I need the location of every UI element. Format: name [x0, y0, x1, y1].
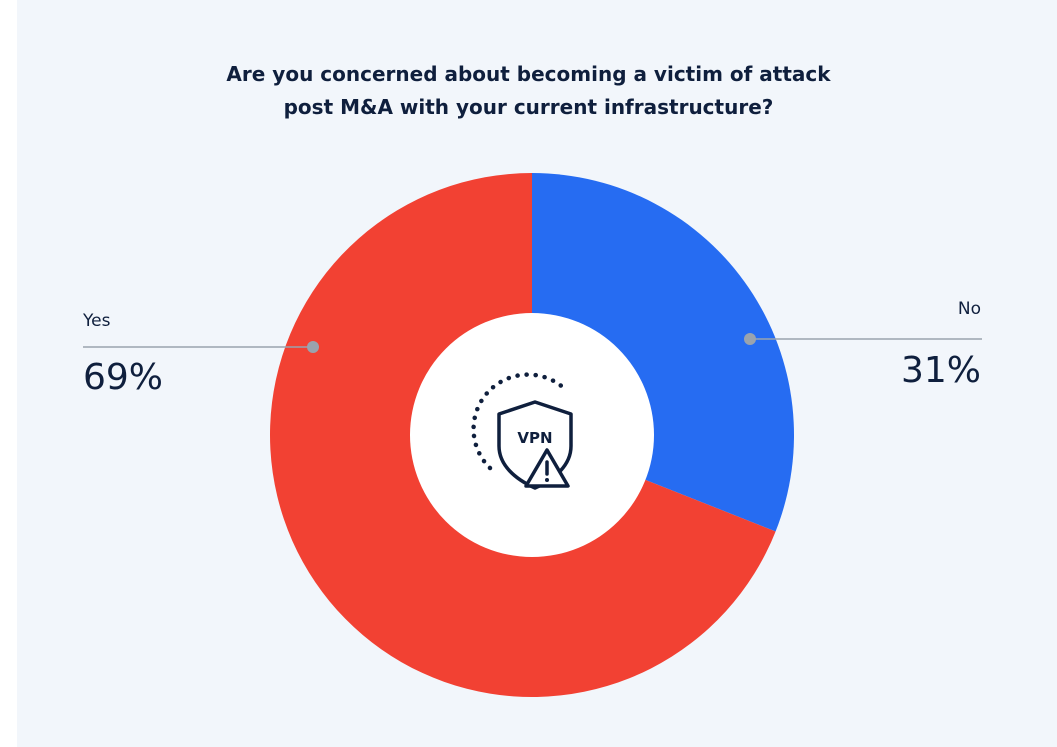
label-no-value-wrap: 31%: [901, 350, 981, 391]
leader-yes-dot: [307, 341, 319, 353]
label-yes-name: Yes: [83, 311, 111, 331]
leader-lines: [83, 333, 982, 353]
label-no: No: [958, 299, 981, 319]
label-yes: Yes: [83, 311, 110, 331]
label-no-value: 31%: [900, 350, 981, 391]
label-yes-value-wrap: 69%: [83, 357, 163, 398]
chart-title-line-2: post M&A with your current infrastructur…: [283, 95, 774, 119]
vpn-text: VPN: [517, 429, 552, 447]
leader-no-dot: [744, 333, 756, 345]
label-yes-value: 69%: [83, 357, 164, 398]
chart-title: Are you concerned about becoming a victi…: [0, 58, 1057, 124]
dotted-arc: [471, 372, 569, 471]
label-no-name: No: [957, 299, 981, 319]
warning-dot: [545, 478, 549, 482]
chart-title-line-1: Are you concerned about becoming a victi…: [226, 62, 831, 86]
vpn-shield-warning-icon: VPN: [471, 372, 573, 490]
